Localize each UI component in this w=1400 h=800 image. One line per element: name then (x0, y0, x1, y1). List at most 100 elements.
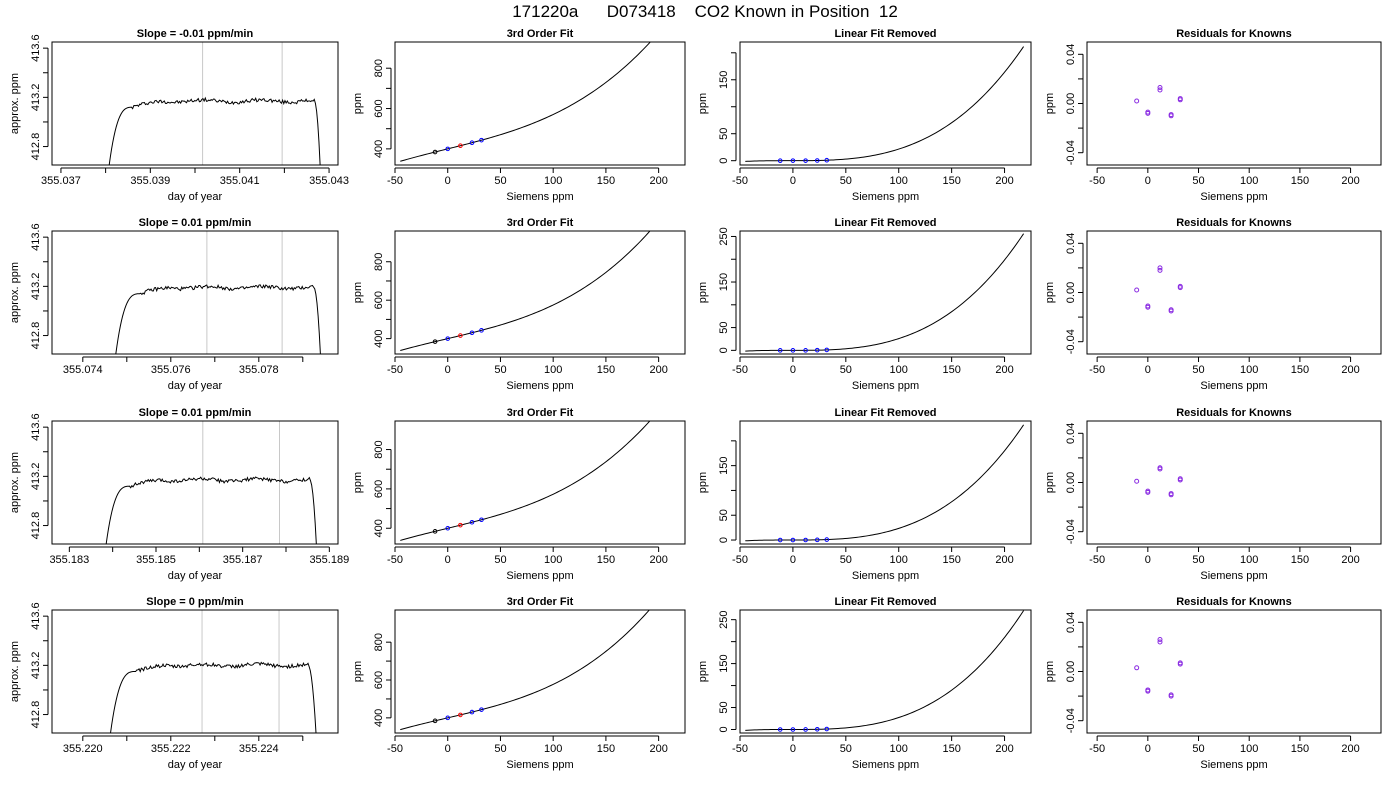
panel-frame (51, 230, 339, 355)
y-tick-label: 0.00 (1065, 282, 1077, 303)
panel-residuals: Residuals for Knowns -50 0 50 100 150 200 Sieme… (1044, 217, 1382, 392)
panel-frame (739, 420, 1032, 545)
residual-point (1168, 113, 1174, 119)
y-tick-label: 150 (718, 654, 730, 672)
residual-point (1177, 283, 1183, 289)
data-point (469, 709, 475, 715)
x-tick-label: 0 (1145, 175, 1151, 187)
data-point (479, 328, 484, 333)
y-axis-label: approx. ppm (9, 452, 21, 513)
data-point (824, 157, 830, 163)
y-tick-label: 412.8 (30, 133, 42, 161)
panel-linear-fit-removed: Linear Fit Removed -50 0 50 100 150 200 Siemens… (697, 28, 1032, 203)
panel-frame (739, 230, 1032, 355)
x-tick-label: 100 (890, 175, 908, 187)
x-tick-label: 0 (790, 743, 796, 755)
data-point (814, 727, 820, 732)
time-series-trace (115, 283, 321, 354)
panel-residuals: Residuals for Knowns -50 0 50 100 150 200 Sieme… (1044, 407, 1382, 582)
residual-point (1134, 478, 1140, 484)
x-tick-label: 355.224 (239, 743, 279, 755)
data-point (445, 336, 451, 341)
y-tick-label: 800 (373, 253, 385, 271)
y-tick-label: 600 (373, 480, 385, 498)
fit-curve (745, 610, 1025, 731)
x-tick-label: -50 (387, 364, 403, 376)
panel-title: Residuals for Knowns (1176, 407, 1292, 419)
x-tick-label: 150 (597, 743, 615, 755)
y-tick-label: 413.2 (30, 273, 42, 301)
fit-curve (745, 46, 1025, 162)
figure-title: 171220a D073418 CO2 Known in Position 12 (512, 2, 898, 21)
x-axis-label: Siemens ppm (1200, 191, 1267, 203)
y-tick-label: 400 (373, 709, 385, 727)
y-tick-label: 250 (718, 610, 730, 628)
y-tick-label: 0 (718, 537, 730, 543)
x-axis-label: Siemens ppm (852, 380, 919, 392)
panel-linear-fit-removed: Linear Fit Removed -50 0 50 100 150 200 Siemens… (697, 407, 1032, 582)
y-tick-label: 413.2 (30, 84, 42, 112)
plot-area (1134, 85, 1183, 119)
x-tick-label: -50 (732, 743, 748, 755)
data-point (479, 517, 484, 523)
x-tick-label: 355.185 (136, 554, 176, 566)
data-point (803, 348, 808, 353)
panel-frame (1086, 230, 1382, 355)
x-tick-label: -50 (732, 554, 748, 566)
y-axis-label: approx. ppm (9, 262, 21, 323)
residual-point (1177, 96, 1183, 102)
y-tick-label: 400 (373, 140, 385, 158)
x-tick-label: 50 (1192, 554, 1204, 566)
y-axis-label: ppm (697, 93, 709, 114)
panel-title: Residuals for Knowns (1176, 28, 1292, 40)
x-tick-label: 150 (1291, 175, 1309, 187)
y-tick-label: 413.6 (30, 413, 42, 441)
y-tick-label: 600 (373, 291, 385, 309)
panel-title: Slope = 0.01 ppm/min (139, 407, 252, 419)
plot-area (400, 610, 650, 731)
x-axis-label: Siemens ppm (1200, 570, 1267, 582)
plot-area (745, 46, 1025, 163)
panel-frame (394, 609, 686, 734)
panel-title: Linear Fit Removed (834, 28, 936, 40)
y-tick-label: 413.2 (30, 463, 42, 491)
panel-third-order-fit: 3rd Order Fit -50 0 50 100 150 200 Siemens ppm 4… (352, 596, 686, 771)
x-tick-label: 355.078 (239, 364, 279, 376)
x-tick-label: -50 (1089, 175, 1105, 187)
x-tick-label: 50 (840, 743, 852, 755)
x-axis-label: day of year (168, 570, 223, 582)
panel-time-series: Slope = 0.01 ppm/min 355.183 355.185 355.18… (9, 407, 349, 582)
panel-frame (394, 420, 686, 545)
panel-time-series: Slope = 0 ppm/min 355.220 355.222 355.224 da… (9, 596, 339, 771)
plot-area (400, 231, 651, 352)
data-point (432, 529, 438, 534)
plot-area (745, 610, 1025, 732)
plot-area (115, 231, 321, 354)
x-tick-label: 200 (995, 743, 1013, 755)
y-tick-label: 0 (718, 158, 730, 164)
y-tick-label: 413.6 (30, 34, 42, 62)
y-tick-label: 800 (373, 59, 385, 77)
residual-point (1168, 693, 1174, 699)
y-tick-label: -0.04 (1065, 140, 1077, 165)
x-tick-label: 200 (1341, 743, 1359, 755)
plot-area (105, 421, 317, 544)
x-axis-label: day of year (168, 191, 223, 203)
residual-point (1134, 665, 1140, 671)
panel-title: 3rd Order Fit (507, 28, 574, 40)
x-tick-label: 50 (840, 554, 852, 566)
x-tick-label: 100 (1240, 554, 1258, 566)
x-tick-label: 0 (1145, 743, 1151, 755)
y-tick-label: 0.04 (1065, 612, 1077, 633)
x-tick-label: 355.037 (41, 175, 81, 187)
plot-area (1134, 637, 1183, 699)
data-point (803, 537, 808, 543)
plot-area (400, 42, 651, 162)
x-tick-label: 50 (494, 364, 506, 376)
data-point (790, 727, 796, 732)
data-point (458, 143, 463, 148)
data-point (445, 146, 451, 152)
x-tick-label: 200 (995, 175, 1013, 187)
fit-curve (745, 424, 1025, 542)
time-series-trace (108, 96, 321, 165)
